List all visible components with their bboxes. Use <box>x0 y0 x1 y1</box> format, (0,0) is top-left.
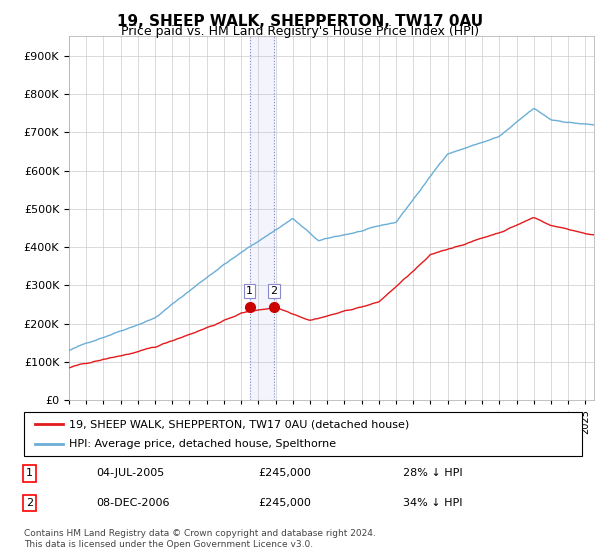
FancyBboxPatch shape <box>24 412 582 456</box>
Text: 2: 2 <box>271 286 278 296</box>
Bar <box>250 36 274 400</box>
Text: Contains HM Land Registry data © Crown copyright and database right 2024.
This d: Contains HM Land Registry data © Crown c… <box>24 529 376 549</box>
Text: 2: 2 <box>26 498 33 508</box>
Text: 19, SHEEP WALK, SHEPPERTON, TW17 0AU (detached house): 19, SHEEP WALK, SHEPPERTON, TW17 0AU (de… <box>68 419 409 429</box>
Text: HPI: Average price, detached house, Spelthorne: HPI: Average price, detached house, Spel… <box>68 439 336 449</box>
Text: 1: 1 <box>26 468 33 478</box>
Text: 04-JUL-2005: 04-JUL-2005 <box>97 468 165 478</box>
Text: 1: 1 <box>246 286 253 296</box>
Text: 19, SHEEP WALK, SHEPPERTON, TW17 0AU: 19, SHEEP WALK, SHEPPERTON, TW17 0AU <box>117 14 483 29</box>
Text: Price paid vs. HM Land Registry's House Price Index (HPI): Price paid vs. HM Land Registry's House … <box>121 25 479 38</box>
Text: 34% ↓ HPI: 34% ↓ HPI <box>403 498 463 508</box>
Text: 08-DEC-2006: 08-DEC-2006 <box>97 498 170 508</box>
Text: 28% ↓ HPI: 28% ↓ HPI <box>403 468 463 478</box>
Text: £245,000: £245,000 <box>259 468 311 478</box>
Text: £245,000: £245,000 <box>259 498 311 508</box>
